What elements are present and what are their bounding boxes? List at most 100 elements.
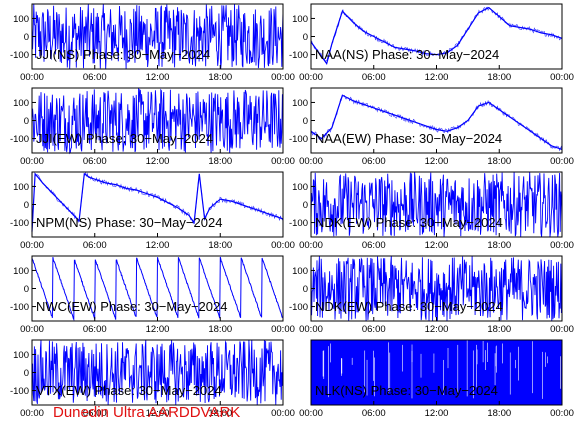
y-tick-label: -100 [289, 50, 308, 61]
x-tick-label: 00:00 [271, 324, 295, 335]
x-tick-label: 12:00 [146, 156, 170, 167]
x-tick-label: 06:00 [362, 324, 386, 335]
y-tick-label: -100 [10, 134, 29, 145]
panel-9: 100 0 -100 00:00 06:00 12:00 18:00 00:00 VTX(EW)… [10, 339, 295, 419]
x-tick-label: 00:00 [550, 408, 574, 419]
trace-line [31, 4, 284, 69]
x-tick-label: 00:00 [299, 72, 323, 83]
x-tick-label: 18:00 [487, 72, 511, 83]
y-tick-label: 100 [13, 350, 29, 361]
trace-line [310, 255, 563, 321]
x-tick-label: 06:00 [362, 156, 386, 167]
y-tick-label: 100 [13, 14, 29, 25]
trace-fill [311, 340, 562, 405]
x-tick-label: 12:00 [425, 156, 449, 167]
y-tick-label: -100 [289, 134, 308, 145]
x-tick-label: 06:00 [83, 324, 107, 335]
y-tick-label: 0 [24, 32, 29, 43]
x-tick-label: 18:00 [487, 408, 511, 419]
x-tick-label: 12:00 [146, 324, 170, 335]
panel-3: 100 0 -100 00:00 06:00 12:00 18:00 00:00 JJI(EW)… [10, 87, 295, 167]
y-tick-label: -100 [10, 302, 29, 313]
y-tick-label: 100 [13, 182, 29, 193]
x-tick-label: 18:00 [487, 324, 511, 335]
footer-label: Dunedin Ultra AARDDVARK [53, 404, 241, 421]
x-tick-label: 06:00 [83, 72, 107, 83]
x-tick-label: 12:00 [425, 72, 449, 83]
panel-title: JJI(EW) Phase: 30−May−2024 [36, 131, 213, 146]
x-tick-label: 00:00 [550, 324, 574, 335]
x-tick-label: 06:00 [83, 240, 107, 251]
x-tick-label: 00:00 [299, 240, 323, 251]
x-tick-label: 06:00 [362, 72, 386, 83]
y-tick-label: 0 [303, 284, 308, 295]
x-tick-label: 18:00 [208, 156, 232, 167]
x-tick-label: 00:00 [299, 324, 323, 335]
x-tick-label: 12:00 [146, 240, 170, 251]
panel-4: 100 0 -100 00:00 06:00 12:00 18:00 00:00 NAA(EW)… [289, 87, 574, 167]
panel-title: NAA(NS) Phase: 30−May−2024 [315, 47, 499, 62]
y-tick-label: 0 [303, 200, 308, 211]
y-tick-label: 100 [13, 98, 29, 109]
panel-6: 100 0 -100 00:00 06:00 12:00 18:00 00:00 NDK(EW)… [289, 171, 574, 251]
x-tick-label: 06:00 [83, 408, 107, 419]
trace-line [31, 256, 283, 322]
trace-noise [31, 171, 284, 232]
x-tick-label: 00:00 [20, 324, 44, 335]
trace-line [31, 88, 284, 155]
y-tick-label: -100 [10, 50, 29, 61]
x-tick-label: 18:00 [208, 72, 232, 83]
panel-title: NAA(EW) Phase: 30−May−2024 [315, 131, 502, 146]
x-tick-label: 12:00 [146, 408, 170, 419]
y-tick-label: 0 [303, 32, 308, 43]
y-tick-label: 100 [292, 14, 308, 25]
x-tick-label: 06:00 [362, 408, 386, 419]
x-tick-label: 00:00 [299, 408, 323, 419]
x-tick-label: 00:00 [20, 240, 44, 251]
y-tick-label: 0 [24, 116, 29, 127]
panel-5: 100 0 -100 00:00 06:00 12:00 18:00 00:00 NPM(NS)… [10, 171, 295, 251]
y-tick-label: 100 [13, 266, 29, 277]
x-tick-label: 18:00 [208, 324, 232, 335]
panel-title: NWC(EW) Phase: 30−May−2024 [36, 299, 227, 314]
panel-title: JJI(NS) Phase: 30−May−2024 [36, 47, 210, 62]
y-tick-label: -100 [289, 218, 308, 229]
trace-line [31, 172, 284, 232]
panel-title: NPM(NS) Phase: 30−May−2024 [36, 215, 222, 230]
x-tick-label: 00:00 [271, 240, 295, 251]
x-tick-label: 00:00 [550, 156, 574, 167]
x-tick-label: 00:00 [271, 72, 295, 83]
y-tick-label: 100 [292, 266, 308, 277]
x-tick-label: 00:00 [299, 156, 323, 167]
panel-8: 100 0 -100 00:00 06:00 12:00 18:00 00:00 NDK(EW)… [289, 255, 574, 335]
trace-noise [310, 6, 563, 62]
x-tick-label: 12:00 [425, 408, 449, 419]
y-tick-label: 0 [24, 368, 29, 379]
y-tick-label: -100 [10, 386, 29, 397]
x-tick-label: 06:00 [362, 240, 386, 251]
trace-noise [310, 94, 563, 152]
x-tick-label: 00:00 [20, 156, 44, 167]
panel-title: NDK(EW) Phase: 30−May−2024 [315, 299, 503, 314]
x-tick-label: 12:00 [425, 240, 449, 251]
y-tick-label: 100 [292, 98, 308, 109]
y-tick-label: 100 [292, 182, 308, 193]
trace-line [310, 172, 563, 238]
trace-line [31, 340, 284, 405]
y-tick-label: 0 [303, 116, 308, 127]
y-tick-label: -100 [289, 302, 308, 313]
panel-2: 100 0 -100 00:00 06:00 12:00 18:00 00:00 NAA(NS)… [289, 3, 574, 83]
x-tick-label: 00:00 [550, 240, 574, 251]
x-tick-label: 06:00 [83, 156, 107, 167]
x-tick-label: 18:00 [208, 240, 232, 251]
panel-10: 00:00 06:00 12:00 18:00 00:00 NLK(NS) Phase: … [299, 339, 574, 419]
x-tick-label: 00:00 [271, 408, 295, 419]
panel-1: 100 0 -100 00:00 06:00 12:00 18:00 00:00 JJI(NS)… [10, 3, 295, 83]
x-tick-label: 00:00 [550, 72, 574, 83]
y-tick-label: -100 [10, 218, 29, 229]
x-tick-label: 18:00 [208, 408, 232, 419]
y-tick-label: 0 [24, 200, 29, 211]
x-tick-label: 00:00 [271, 156, 295, 167]
panel-title: NDK(EW) Phase: 30−May−2024 [315, 215, 503, 230]
